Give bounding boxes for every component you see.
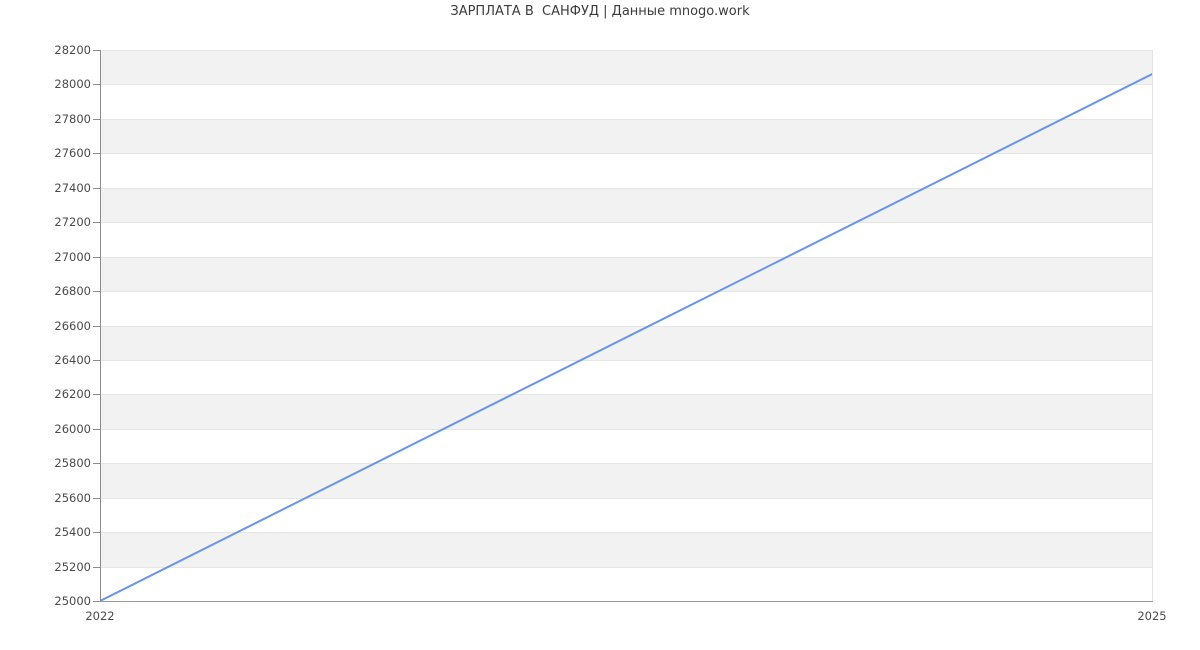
series-line [100,73,1152,601]
gridline [100,326,1152,327]
plot-band [100,153,1152,188]
plot-band [100,497,1152,533]
gridline [100,257,1152,258]
y-tick-mark [93,119,100,120]
y-tick-mark [93,84,100,85]
plot-band [100,50,1152,85]
x-axis-line [100,601,1153,602]
y-tick-label: 26400 [54,352,91,367]
gridline [100,498,1152,499]
y-tick-label: 25800 [54,456,91,471]
plot-band [100,428,1152,464]
gridline [100,291,1152,292]
gridline [100,188,1152,189]
plot-band [100,359,1152,395]
plot-band [100,291,1152,326]
y-tick-mark [93,463,100,464]
y-tick-label: 26000 [54,421,91,436]
gridline [100,567,1152,568]
y-tick-label: 28200 [54,43,91,57]
y-tick-mark [93,326,100,327]
gridline [100,153,1152,154]
plot-band [100,222,1152,257]
plot-band [100,256,1152,292]
plot-band [100,118,1152,154]
y-tick-label: 27400 [54,180,91,195]
y-tick-mark [93,567,100,568]
series-layer [100,73,1152,601]
y-tick-mark [93,291,100,292]
y-tick-mark [93,394,100,395]
gridline [100,532,1152,533]
y-tick-label: 25400 [54,525,91,540]
y-tick-label: 26200 [54,387,91,402]
y-tick-label: 27800 [54,111,91,126]
y-tick-label: 25200 [54,559,91,574]
y-axis-line [100,50,101,602]
y-tick-mark [93,360,100,361]
y-tick-mark [93,50,100,51]
y-tick-label: 26800 [54,284,91,299]
y-tick-label: 27200 [54,215,91,230]
y-tick-mark [93,601,100,602]
plot-band [100,394,1152,429]
y-tick-mark [93,498,100,499]
plot-band [100,84,1152,119]
y-tick-label: 28000 [54,77,91,92]
gridline [100,463,1152,464]
y-tick-label: 27000 [54,249,91,264]
plot-band [100,463,1152,498]
gridline [100,360,1152,361]
y-tick-mark [93,153,100,154]
gridline [100,50,1152,51]
y-tick-mark [93,429,100,430]
y-tick-mark [93,222,100,223]
chart-title: ЗАРПЛАТА В САНФУД | Данные mnogo.work [450,4,750,19]
gridline [100,429,1152,430]
plot-area [100,50,1153,601]
y-tick-label: 27600 [54,146,91,161]
x-tick-label: 2022 [85,609,115,623]
plot-band [100,566,1152,601]
y-tick-label: 26600 [54,318,91,333]
y-tick-label: 25600 [54,490,91,505]
y-tick-label: 25000 [54,594,91,608]
x-tick-label: 2025 [1137,609,1167,623]
plot-band [100,187,1152,223]
gridline [100,119,1152,120]
plot-band [100,325,1152,360]
gridline [100,394,1152,395]
y-tick-mark [93,257,100,258]
gridline [100,222,1152,223]
y-tick-mark [93,188,100,189]
gridline [100,84,1152,85]
plot-band [100,532,1152,567]
y-tick-mark [93,532,100,533]
